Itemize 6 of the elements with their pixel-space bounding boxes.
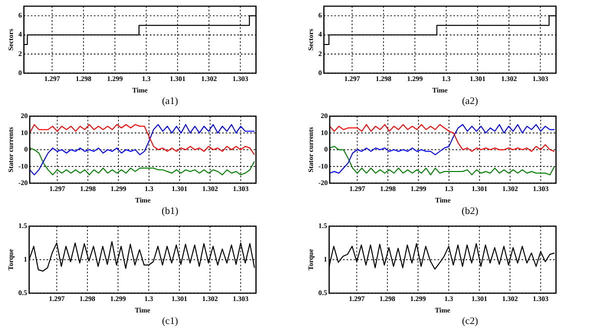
text: (a2) xyxy=(460,96,480,108)
text: (c1) xyxy=(160,316,180,328)
text: (a1) xyxy=(160,96,180,108)
text: (b1) xyxy=(160,206,180,218)
text: (b2) xyxy=(460,206,480,218)
text: (c2) xyxy=(460,316,480,328)
